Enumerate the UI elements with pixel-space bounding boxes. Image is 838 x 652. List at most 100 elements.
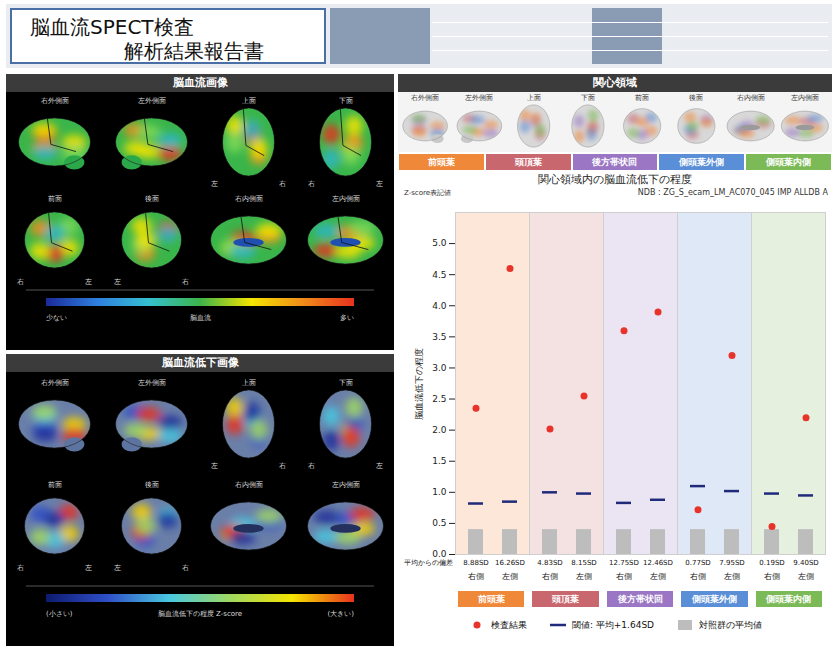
svg-text:左側: 左側 xyxy=(650,572,666,581)
svg-text:右内側面: 右内側面 xyxy=(235,195,263,203)
svg-text:3.5: 3.5 xyxy=(432,332,446,342)
svg-text:少ない: 少ない xyxy=(46,314,67,322)
svg-text:右側: 右側 xyxy=(468,572,484,581)
svg-text:左内側面: 左内側面 xyxy=(332,195,360,203)
svg-text:右: 右 xyxy=(182,564,189,572)
svg-text:左側: 左側 xyxy=(502,572,518,581)
svg-text:上面: 上面 xyxy=(527,94,541,102)
svg-text:右: 右 xyxy=(17,278,24,286)
svg-text:左外側面: 左外側面 xyxy=(138,97,166,105)
html-text:NDB : ZG_S_ecam_LM_AC070_045 I: NDB : ZG_S_ecam_LM_AC070_045 IMP ALLDB A xyxy=(637,188,828,197)
html-text:後方帯状回: 後方帯状回 xyxy=(617,593,663,604)
svg-text:上面: 上面 xyxy=(242,97,256,105)
svg-text:左: 左 xyxy=(85,278,92,286)
svg-text:右内側面: 右内側面 xyxy=(737,94,765,102)
svg-text:1.5: 1.5 xyxy=(432,456,446,466)
svg-text:右側: 右側 xyxy=(616,572,632,581)
html-text:関心領域: 関心領域 xyxy=(593,76,637,89)
svg-text:12.75SD: 12.75SD xyxy=(609,559,639,567)
html-text:側頭葉内側: 側頭葉内側 xyxy=(766,156,812,167)
svg-text:0.0: 0.0 xyxy=(432,549,447,560)
svg-text:0.19SD: 0.19SD xyxy=(759,559,784,567)
svg-text:左外側面: 左外側面 xyxy=(138,379,166,387)
svg-text:右: 右 xyxy=(279,462,286,470)
svg-text:左内側面: 左内側面 xyxy=(791,94,819,102)
svg-text:右外側面: 右外側面 xyxy=(41,97,69,105)
svg-text:1.0: 1.0 xyxy=(432,487,447,497)
html-text:関心領域内の脳血流低下の程度: 関心領域内の脳血流低下の程度 xyxy=(538,173,692,186)
svg-text:下面: 下面 xyxy=(339,97,353,105)
html-text:側頭葉内側: 側頭葉内側 xyxy=(766,593,812,604)
svg-text:右外側面: 右外側面 xyxy=(41,379,69,387)
svg-text:左: 左 xyxy=(114,278,121,286)
svg-text:下面: 下面 xyxy=(339,379,353,387)
svg-text:左外側面: 左外側面 xyxy=(465,94,493,102)
svg-text:5.0: 5.0 xyxy=(432,238,447,248)
svg-text:脳血流低下の程度: 脳血流低下の程度 xyxy=(414,348,424,420)
svg-text:3.0: 3.0 xyxy=(432,363,447,373)
svg-text:右側: 右側 xyxy=(542,572,558,581)
html-text:脳血流SPECT検査: 脳血流SPECT検査 xyxy=(30,15,194,39)
svg-text:平均からの偏差: 平均からの偏差 xyxy=(404,559,453,567)
svg-text:8.15SD: 8.15SD xyxy=(571,559,596,567)
html-text:頭頂葉: 頭頂葉 xyxy=(552,593,580,604)
html-text:脳血流画像: 脳血流画像 xyxy=(172,76,228,89)
svg-text:後面: 後面 xyxy=(145,195,159,203)
html-text:脳血流低下画像: 脳血流低下画像 xyxy=(161,356,239,369)
svg-text:脳血流低下の程度 Z-score: 脳血流低下の程度 Z-score xyxy=(158,610,242,618)
svg-text:16.26SD: 16.26SD xyxy=(495,559,525,567)
svg-text:9.40SD: 9.40SD xyxy=(793,559,818,567)
svg-text:4.5: 4.5 xyxy=(432,270,446,280)
svg-text:右: 右 xyxy=(308,462,315,470)
svg-text:前面: 前面 xyxy=(48,195,62,203)
svg-text:左: 左 xyxy=(211,462,218,470)
svg-text:左側: 左側 xyxy=(576,572,592,581)
svg-text:2.5: 2.5 xyxy=(432,394,446,404)
svg-text:多い: 多い xyxy=(340,314,354,322)
svg-text:左: 左 xyxy=(376,462,383,470)
html-text:頭頂葉: 頭頂葉 xyxy=(514,156,542,167)
svg-text:2.0: 2.0 xyxy=(432,425,447,435)
svg-text:右: 右 xyxy=(279,180,286,188)
svg-text:左側: 左側 xyxy=(798,572,814,581)
svg-text:右外側面: 右外側面 xyxy=(411,94,439,102)
html-text:検査結果: 検査結果 xyxy=(490,619,527,630)
svg-text:左側: 左側 xyxy=(724,572,740,581)
svg-text:右: 右 xyxy=(308,180,315,188)
html-text:後方帯状回: 後方帯状回 xyxy=(592,156,638,167)
svg-text:8.88SD: 8.88SD xyxy=(463,559,488,567)
svg-text:右側: 右側 xyxy=(764,572,780,581)
svg-text:左: 左 xyxy=(211,180,218,188)
svg-text:左: 左 xyxy=(85,564,92,572)
svg-text:(大きい): (大きい) xyxy=(328,610,355,618)
html-text:側頭葉外側: 側頭葉外側 xyxy=(691,593,737,604)
html-text:Z-score表記値: Z-score表記値 xyxy=(404,189,451,197)
svg-text:後面: 後面 xyxy=(145,481,159,489)
svg-text:右: 右 xyxy=(17,564,24,572)
html-text:対照群の平均値: 対照群の平均値 xyxy=(699,619,763,630)
svg-text:右側: 右側 xyxy=(690,572,706,581)
svg-text:右内側面: 右内側面 xyxy=(235,481,263,489)
svg-text:後面: 後面 xyxy=(689,94,703,102)
html-text:前頭葉: 前頭葉 xyxy=(477,593,505,604)
svg-text:4.83SD: 4.83SD xyxy=(537,559,562,567)
svg-text:脳血流: 脳血流 xyxy=(190,314,211,322)
svg-text:(小さい): (小さい) xyxy=(46,610,73,618)
svg-text:前面: 前面 xyxy=(635,94,649,102)
svg-text:上面: 上面 xyxy=(242,379,256,387)
svg-text:0.5: 0.5 xyxy=(432,518,446,528)
svg-text:右: 右 xyxy=(182,278,189,286)
html-text:解析結果報告書: 解析結果報告書 xyxy=(124,39,264,63)
svg-text:12.46SD: 12.46SD xyxy=(643,559,673,567)
html-text:前頭葉: 前頭葉 xyxy=(427,156,455,167)
svg-text:左: 左 xyxy=(114,564,121,572)
html-text:閾値: 平均+1.64SD: 閾値: 平均+1.64SD xyxy=(571,619,655,630)
svg-text:0.77SD: 0.77SD xyxy=(685,559,710,567)
svg-text:4.0: 4.0 xyxy=(432,301,447,311)
svg-text:左内側面: 左内側面 xyxy=(332,481,360,489)
svg-text:7.95SD: 7.95SD xyxy=(719,559,744,567)
svg-text:下面: 下面 xyxy=(581,94,595,102)
svg-text:前面: 前面 xyxy=(48,481,62,489)
svg-text:左: 左 xyxy=(376,180,383,188)
html-text:側頭葉外側: 側頭葉外側 xyxy=(679,156,725,167)
